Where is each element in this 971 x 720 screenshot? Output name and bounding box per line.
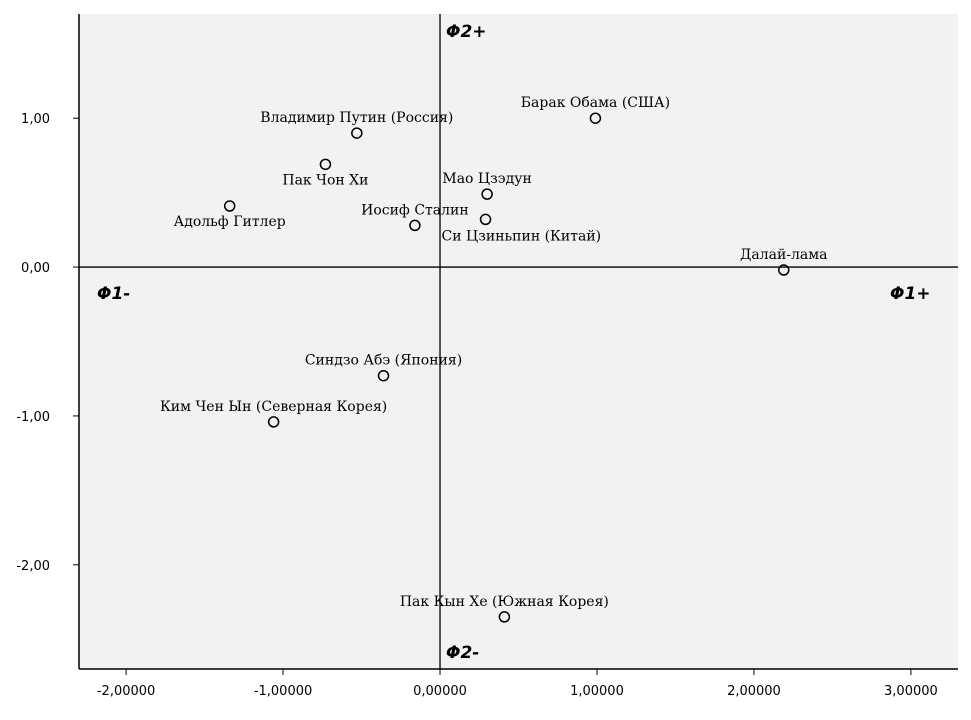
- data-point-label: Мао Цзэдун: [442, 171, 531, 187]
- reference-lines: [79, 14, 958, 669]
- data-point-label: Синдзо Абэ (Япония): [305, 353, 462, 369]
- data-point-label: Владимир Путин (Россия): [260, 110, 453, 126]
- y-tick-label: 0,00: [21, 261, 50, 276]
- x-tick-label: 2,00000: [727, 684, 781, 699]
- data-point-marker: [223, 200, 236, 212]
- data-points: Барак Обама (США) Владимир Путин (Россия)…: [160, 95, 828, 623]
- x-tick-label: 3,00000: [884, 684, 938, 699]
- x-tick-label: -2,00000: [97, 684, 155, 699]
- x-tick-label: -1,00000: [254, 684, 312, 699]
- quadrant-label-bottom: Φ2-: [446, 643, 479, 663]
- quadrant-label-right: Φ1+: [890, 284, 931, 304]
- y-tick-label: 1,00: [21, 112, 50, 127]
- x-tick-label: 0,00000: [413, 684, 467, 699]
- y-tick-label: -2,00: [16, 559, 50, 574]
- data-point-label: Пак Чон Хи: [282, 172, 368, 188]
- plot-area: [79, 14, 958, 669]
- y-axis: 1,00 0,00 -1,00 -2,00: [16, 14, 80, 669]
- data-point-marker: [351, 127, 363, 139]
- data-point-label: Ким Чен Ын (Северная Корея): [160, 399, 387, 415]
- data-point-marker: [589, 112, 602, 124]
- y-tick-label: -1,00: [16, 410, 50, 425]
- data-point-label: Иосиф Сталин: [361, 202, 469, 218]
- data-point-marker: [481, 188, 493, 200]
- data-point-marker: [778, 264, 790, 276]
- quadrant-label-left: Φ1-: [97, 284, 130, 304]
- data-point-label: Далай-лама: [740, 247, 828, 263]
- data-point-marker: [267, 416, 280, 428]
- data-point-marker: [409, 219, 421, 232]
- data-point-marker: [377, 369, 390, 382]
- data-point-marker: [479, 213, 492, 226]
- x-tick-label: 1,00000: [570, 684, 624, 699]
- quadrant-labels: Φ2+ Φ2- Φ1- Φ1+: [97, 22, 931, 663]
- quadrant-label-top: Φ2+: [446, 22, 487, 42]
- x-axis: -2,00000 -1,00000 0,00000 1,00000 2,00000 3,0…: [79, 668, 958, 699]
- data-point-marker: [498, 611, 511, 623]
- data-point-label: Адольф Гитлер: [174, 214, 286, 230]
- data-point-label: Барак Обама (США): [521, 95, 670, 111]
- data-point-marker: [319, 158, 332, 171]
- data-point-label: Пак Кын Хе (Южная Корея): [400, 594, 609, 610]
- data-point-label: Си Цзиньпин (Китай): [442, 228, 602, 244]
